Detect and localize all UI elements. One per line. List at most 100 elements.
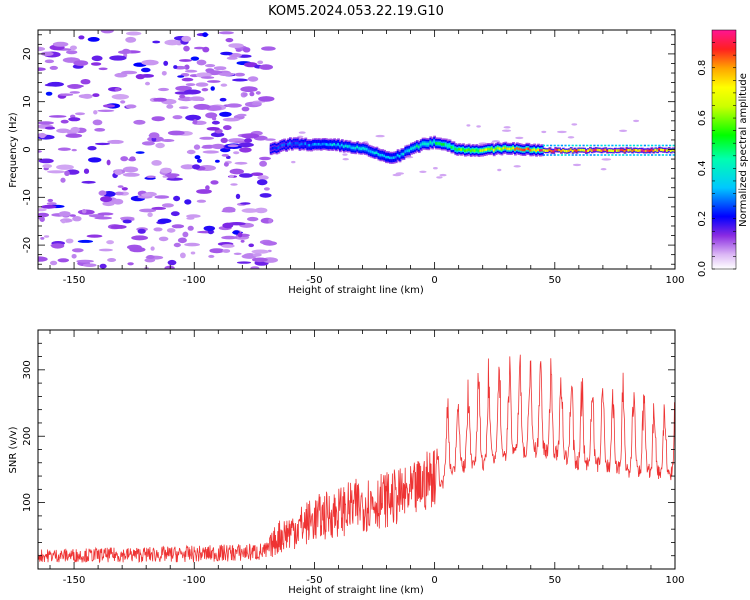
ridge-segment	[669, 149, 673, 153]
y-tick-label: 20	[22, 48, 33, 61]
noise-blob	[158, 87, 169, 92]
noise-blob	[81, 93, 93, 99]
noise-blob	[211, 143, 225, 150]
ridge-sidelobe	[604, 144, 607, 147]
ridge-segment	[539, 149, 542, 152]
noise-blob	[70, 45, 77, 51]
ridge-segment	[515, 147, 519, 150]
noise-blob	[223, 125, 232, 131]
ridge-sidelobe	[632, 144, 636, 147]
ridge-segment	[302, 143, 306, 146]
noise-blob	[87, 146, 97, 151]
ridge-sidelobe	[636, 154, 639, 156]
noise-blob	[60, 177, 66, 183]
ridge-segment	[537, 148, 540, 151]
noise-blob	[76, 259, 94, 263]
noise-blob	[114, 169, 123, 176]
ridge-segment	[319, 143, 323, 146]
noise-blob	[56, 164, 74, 170]
noise-blob	[193, 103, 211, 110]
noise-blob	[212, 116, 217, 121]
ridge-segment	[433, 140, 436, 143]
ridge-segment	[458, 147, 461, 151]
ridge-segment	[483, 148, 486, 152]
noise-blob	[120, 156, 129, 162]
ridge-segment	[373, 151, 377, 155]
y-tick-label: 10	[22, 95, 33, 108]
ridge-segment	[429, 141, 433, 144]
ridge-segment	[400, 152, 404, 156]
noise-blob	[235, 49, 242, 52]
noise-blob	[234, 72, 245, 77]
noise-blob	[135, 151, 145, 154]
ridge-segment	[598, 148, 602, 152]
noise-blob	[38, 46, 46, 52]
ridge-segment	[514, 148, 517, 151]
ridge-segment	[294, 142, 298, 145]
ridge-segment	[644, 149, 648, 153]
noise-blob	[268, 218, 273, 224]
ridge-segment	[421, 142, 425, 145]
ridge-segment	[508, 147, 511, 151]
noise-blob	[114, 72, 128, 78]
ridge-sidelobe	[553, 154, 556, 156]
noise-blob	[38, 158, 54, 164]
ridge-segment	[658, 148, 661, 151]
ridge-segment	[444, 143, 448, 146]
ridge-segment	[546, 149, 550, 152]
noise-blob	[158, 236, 169, 242]
ridge-segment	[619, 148, 623, 152]
noise-blob	[244, 138, 253, 144]
ridge-sidelobe	[586, 154, 589, 156]
ridge-segment	[560, 149, 563, 153]
ridge-segment	[531, 148, 535, 152]
ridge-sidelobe	[575, 144, 578, 147]
x-tick-label: 50	[548, 575, 561, 586]
noise-blob	[77, 209, 95, 215]
noise-blob	[42, 164, 52, 169]
noise-blob	[95, 142, 110, 146]
ridge-segment	[404, 150, 408, 153]
ridge-segment	[465, 148, 469, 152]
noise-blob	[57, 258, 70, 263]
noise-blob	[210, 86, 215, 91]
ridge-sidelobe	[611, 154, 614, 156]
ridge-segment	[298, 143, 302, 147]
noise-blob	[193, 46, 205, 50]
noise-blob	[68, 117, 81, 122]
noise-blob	[129, 246, 146, 253]
noise-blob	[255, 91, 261, 95]
ridge-sidelobe	[564, 144, 567, 147]
noise-blob	[291, 160, 296, 164]
ridge-segment	[350, 146, 354, 150]
noise-blob	[120, 100, 126, 104]
noise-blob	[240, 86, 258, 93]
noise-blob	[98, 190, 107, 196]
ridge-segment	[627, 149, 631, 152]
noise-blob	[208, 254, 215, 258]
noise-blob	[133, 119, 146, 125]
noise-blob	[220, 51, 233, 56]
ridge-segment	[527, 147, 531, 151]
noise-blob	[102, 201, 115, 207]
ridge-segment	[364, 147, 367, 151]
ridge-segment	[346, 145, 350, 148]
noise-blob	[183, 89, 201, 95]
noise-blob	[254, 207, 268, 214]
noise-blob	[235, 193, 241, 199]
ridge-segment	[602, 148, 606, 152]
noise-blob	[243, 62, 258, 68]
noise-blob	[436, 176, 443, 179]
ridge-segment	[277, 146, 281, 149]
ridge-segment	[331, 143, 335, 147]
noise-blob	[141, 193, 151, 197]
noise-blob	[94, 216, 113, 220]
noise-blob	[44, 126, 56, 130]
ridge-segment	[283, 143, 286, 146]
noise-blob	[153, 227, 163, 232]
ridge-segment	[379, 153, 383, 157]
noise-blob	[97, 109, 115, 113]
ridge-segment	[646, 149, 650, 152]
noise-blob	[81, 180, 96, 184]
signal-ridge	[269, 135, 675, 164]
